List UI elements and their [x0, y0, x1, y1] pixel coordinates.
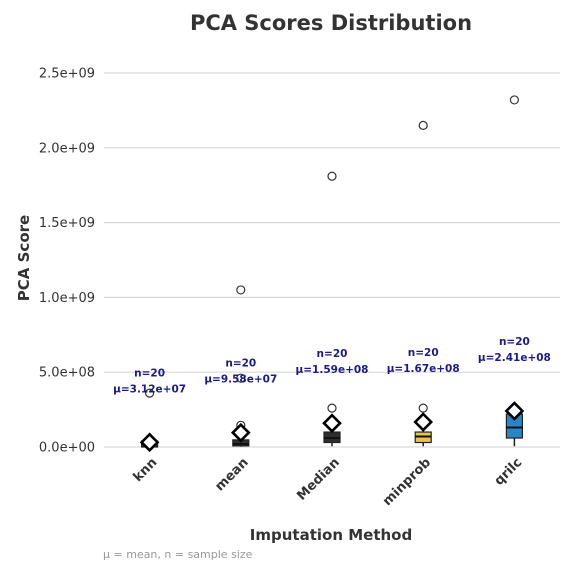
x-tick-label: qrilc	[492, 455, 525, 488]
box-group-mean: n=20 μ=9.58e+07	[204, 285, 277, 447]
mean-marker	[230, 422, 251, 443]
x-tick-label: mean	[212, 455, 251, 494]
box-group-Median: n=20 μ=1.59e+08	[296, 171, 369, 447]
plot-area: n=20 μ=3.12e+07 n=20 μ=9.58e+07 n=20 μ=1.59e+…	[113, 95, 551, 453]
chart-title: PCA Scores Distribution	[190, 11, 472, 35]
x-axis-title: Imputation Method	[250, 526, 412, 544]
mean-marker	[413, 412, 434, 432]
y-tick-label: 2.0e+09	[39, 141, 95, 156]
x-tick-label: knn	[131, 455, 161, 485]
mean-label: μ=9.58e+07	[204, 374, 277, 386]
mean-label: μ=3.12e+07	[113, 383, 186, 395]
outlier-point	[327, 403, 337, 413]
y-axis: 0.0e+00 5.0e+08 1.0e+09 1.5e+09 2.0e+09 2.5e+…	[39, 67, 95, 456]
outlier-point	[509, 95, 520, 105]
x-axis: knn mean Median minprob qrilc	[131, 455, 526, 509]
n-label: n=20	[317, 348, 348, 360]
y-tick-label: 1.5e+09	[39, 216, 95, 231]
chart-caption: μ = mean, n = sample size	[103, 548, 253, 561]
box-group-knn: n=20 μ=3.12e+07	[113, 367, 186, 453]
y-tick-label: 2.5e+09	[39, 67, 95, 82]
y-tick-label: 1.0e+09	[39, 291, 95, 306]
n-label: n=20	[225, 358, 256, 370]
outlier-point	[236, 373, 246, 383]
mean-marker	[322, 413, 342, 434]
grid-lines	[104, 72, 560, 448]
n-label: n=20	[499, 336, 530, 348]
outlier-point	[145, 388, 155, 398]
outlier-point	[418, 120, 428, 130]
y-tick-label: 0.0e+00	[39, 441, 95, 456]
n-label: n=20	[134, 367, 165, 379]
mean-marker	[504, 401, 525, 421]
mean-label: μ=2.41e+08	[478, 352, 551, 364]
y-tick-label: 5.0e+08	[39, 366, 95, 381]
y-axis-title: PCA Score	[15, 215, 33, 301]
x-tick-label: Median	[294, 455, 342, 503]
mean-marker	[139, 432, 160, 453]
n-label: n=20	[408, 347, 439, 359]
outlier-point	[418, 403, 428, 413]
outlier-point	[236, 285, 246, 295]
mean-label: μ=1.67e+08	[387, 363, 460, 375]
box-group-qrilc: n=20 μ=2.41e+08	[478, 95, 551, 447]
mean-label: μ=1.59e+08	[296, 364, 369, 376]
outlier-point	[327, 171, 337, 181]
x-tick-label: minprob	[380, 455, 434, 509]
box-group-minprob: n=20 μ=1.67e+08	[387, 120, 460, 447]
